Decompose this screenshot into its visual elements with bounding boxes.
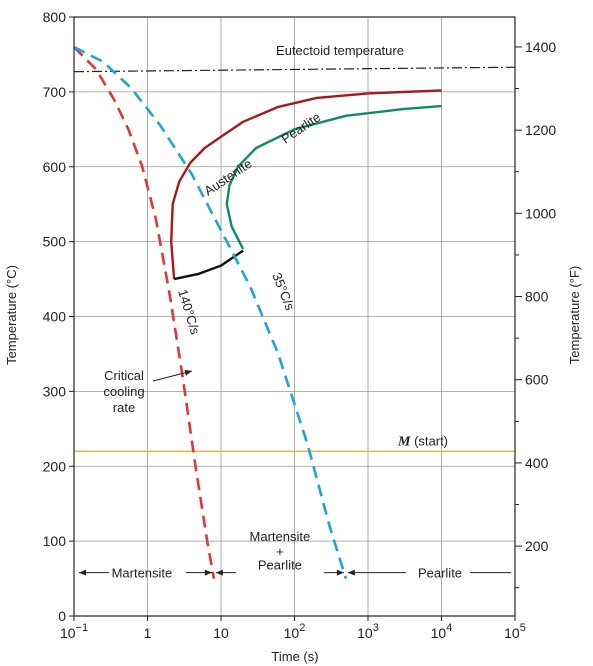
annotations: Eutectoid temperature M (start) AusteniteP…: [79, 43, 511, 581]
grid: [73, 16, 516, 617]
pearlite-text: Pearlite: [278, 109, 323, 146]
axis-ticks: 0 100 200 300 400 500 600 700 800 200 400 600 800 100…: [43, 9, 557, 641]
y2-axis-label: Temperature (°F): [567, 266, 582, 364]
rate-35-label: 35°C/s: [269, 271, 298, 313]
y-tick-label: 100: [43, 533, 67, 549]
eutectoid-label: Eutectoid temperature: [276, 43, 404, 58]
critical-label-1: Critical: [104, 368, 144, 383]
series-bainite_boundary: [173, 249, 244, 281]
martensite-arrow-right-head: [204, 569, 212, 576]
y-tick-label: 800: [43, 9, 67, 25]
y-tick-label: 0: [58, 608, 66, 624]
critical-arrow-head: [184, 369, 192, 376]
x-tick-label: 10−1: [60, 622, 88, 641]
region-mp-3: Pearlite: [258, 558, 302, 573]
x-axis-label: Time (s): [271, 649, 318, 664]
series-eutectoid: [73, 66, 516, 73]
region-martensite: Martensite: [112, 566, 173, 581]
x-tick-label: 102: [284, 622, 306, 641]
series-cooling_35: [73, 45, 348, 579]
x-tick-label: 104: [431, 622, 453, 641]
pearlite-arrow-left-head: [347, 569, 355, 576]
y2-tick-label: 200: [525, 538, 549, 554]
y-tick-label: 600: [43, 159, 67, 175]
critical-label-3: rate: [113, 400, 135, 415]
y-tick-label: 400: [43, 309, 67, 325]
y2-tick-label: 1200: [525, 122, 556, 138]
mp-arrow-right-head: [336, 569, 344, 576]
series-cooling_140: [73, 46, 216, 579]
series-finish_curve: [225, 104, 442, 250]
martensite-arrow-left-head: [79, 569, 86, 576]
m-start-label: M (start): [397, 433, 448, 449]
y2-tick-label: 800: [525, 289, 549, 305]
y2-tick-label: 400: [525, 455, 549, 471]
region-pearlite: Pearlite: [418, 566, 462, 581]
mp-arrow-left-head: [215, 569, 223, 576]
region-mp-1: Martensite: [250, 529, 311, 544]
y-tick-label: 500: [43, 234, 67, 250]
y-tick-label: 200: [43, 458, 67, 474]
series-lines: [73, 45, 516, 579]
x-tick-label: 1: [144, 625, 152, 641]
region-mp-2: +: [276, 544, 284, 559]
y2-tick-label: 1400: [525, 39, 556, 55]
critical-label-2: cooling: [103, 384, 144, 399]
y-tick-label: 300: [43, 383, 67, 399]
y-tick-label: 700: [43, 84, 67, 100]
y-axis-label: Temperature (°C): [4, 265, 19, 365]
x-tick-label: 10: [213, 625, 229, 641]
y2-tick-label: 600: [525, 372, 549, 388]
x-tick-label: 105: [504, 622, 526, 641]
series-start_curve: [170, 89, 442, 280]
y2-tick-label: 1000: [525, 205, 556, 221]
x-tick-label: 103: [357, 622, 379, 641]
rate-140-label: 140°C/s: [175, 287, 203, 336]
